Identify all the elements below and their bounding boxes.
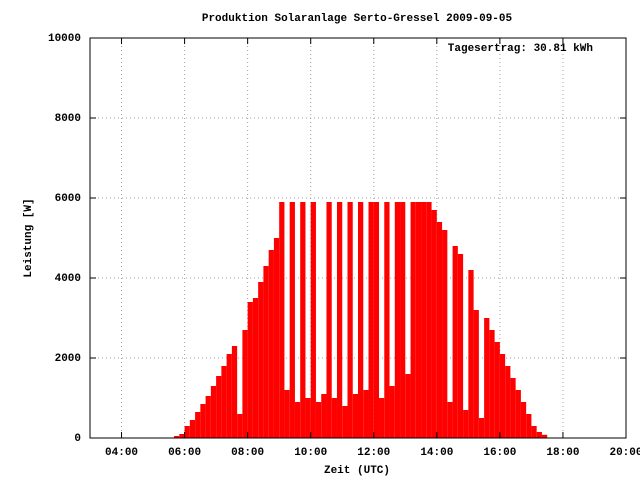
y-axis-label: Leistung [W] <box>23 198 35 277</box>
y-tick-label: 6000 <box>55 193 81 205</box>
x-tick-label: 20:00 <box>609 447 640 459</box>
bar <box>394 202 401 438</box>
bar <box>389 386 395 438</box>
x-tick-label: 10:00 <box>294 447 327 459</box>
bar <box>210 386 217 438</box>
bar <box>473 310 479 438</box>
y-tick-label: 0 <box>74 433 81 445</box>
bar <box>520 402 527 438</box>
bar <box>279 202 285 438</box>
bar <box>436 222 443 438</box>
bar <box>352 394 358 438</box>
bar <box>515 390 521 438</box>
bar <box>426 202 432 438</box>
chart-title: Produktion Solaranlage Serto-Gressel 200… <box>202 13 513 25</box>
y-tick-label: 8000 <box>55 113 81 125</box>
x-tick-label: 16:00 <box>483 447 516 459</box>
bar <box>452 246 458 438</box>
bar <box>379 398 385 438</box>
bar <box>174 436 180 438</box>
bar <box>431 210 437 438</box>
bar <box>310 202 316 438</box>
bar <box>263 266 269 438</box>
bar <box>410 202 416 438</box>
bar <box>326 202 332 438</box>
x-tick-label: 14:00 <box>420 447 453 459</box>
bar <box>268 250 274 438</box>
bar <box>363 390 369 438</box>
bar <box>531 426 537 438</box>
x-tick-label: 06:00 <box>168 447 201 459</box>
bar <box>484 318 490 438</box>
bar <box>189 420 196 438</box>
bar <box>342 406 348 438</box>
bar <box>258 282 264 438</box>
bar <box>273 238 280 438</box>
bar <box>331 398 337 438</box>
bar <box>231 346 238 438</box>
bar <box>294 402 301 438</box>
bar <box>184 426 190 438</box>
x-tick-label: 12:00 <box>357 447 390 459</box>
bar <box>216 376 222 438</box>
bar <box>505 366 511 438</box>
bar <box>247 302 253 438</box>
bars <box>174 202 548 438</box>
x-axis-label: Zeit (UTC) <box>324 465 390 477</box>
bar <box>415 202 422 438</box>
bar <box>405 374 411 438</box>
bar <box>336 202 343 438</box>
bar <box>226 354 232 438</box>
bar <box>179 434 185 438</box>
bar <box>499 354 506 438</box>
bar <box>237 414 243 438</box>
bar <box>195 412 201 438</box>
bar <box>205 396 211 438</box>
bar <box>421 202 427 438</box>
bar <box>315 402 322 438</box>
bar <box>400 202 406 438</box>
bar <box>478 418 485 438</box>
bar <box>305 398 311 438</box>
y-tick-label: 2000 <box>55 353 81 365</box>
bar <box>384 202 390 438</box>
bar <box>284 390 290 438</box>
y-tick-label: 10000 <box>48 33 81 45</box>
bar <box>200 404 206 438</box>
x-tick-label: 08:00 <box>231 447 264 459</box>
bar <box>442 230 448 438</box>
bar <box>457 254 464 438</box>
bar <box>468 270 474 438</box>
bar <box>221 366 227 438</box>
bar <box>347 202 353 438</box>
bar <box>321 394 327 438</box>
bar <box>494 342 500 438</box>
bar <box>300 202 306 438</box>
bar <box>358 202 364 438</box>
bar <box>489 330 495 438</box>
bar <box>373 202 380 438</box>
x-tick-label: 04:00 <box>105 447 138 459</box>
bar <box>541 434 548 438</box>
x-tick-label: 18:00 <box>546 447 579 459</box>
bar <box>368 202 374 438</box>
y-tick-label: 4000 <box>55 273 81 285</box>
plot-border <box>89 37 627 439</box>
bar <box>463 410 469 438</box>
bar <box>526 414 532 438</box>
bar <box>510 378 516 438</box>
bar <box>536 432 542 438</box>
annotation: Tagesertrag: 30.81 kWh <box>448 43 593 55</box>
bar <box>252 298 259 438</box>
bar <box>447 402 453 438</box>
bar <box>242 330 248 438</box>
bar <box>289 202 295 438</box>
